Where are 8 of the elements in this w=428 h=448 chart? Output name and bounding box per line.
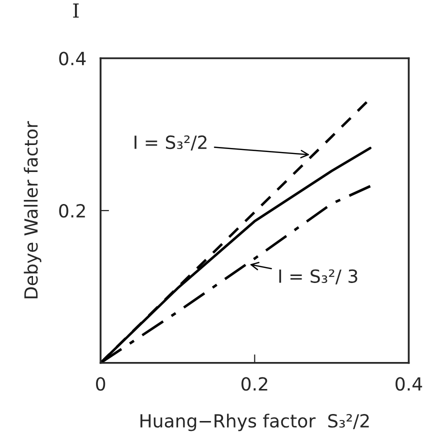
annotation: I = S₃²/2: [134, 135, 206, 151]
text: I: [73, 3, 79, 18]
x-tick-label: 0: [96, 377, 106, 391]
annotation: I = S₃²/ 3: [279, 269, 358, 284]
x-tick-label: 0.4: [396, 377, 422, 391]
y-axis-title: Debye Waller factor: [24, 121, 42, 298]
x-tick-label: 0.2: [241, 377, 268, 391]
x-axis-title: Huang−Rhys factor S₃²/2: [140, 414, 369, 432]
